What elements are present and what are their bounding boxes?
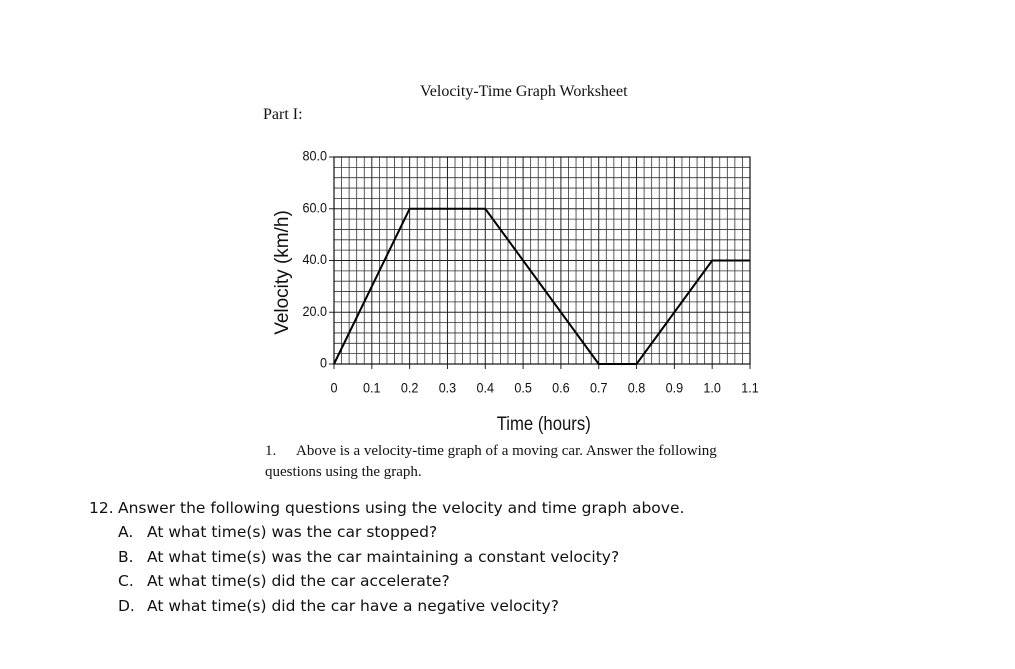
x-tick-label: 0.3 (439, 380, 457, 396)
x-tick-label: 0.6 (552, 380, 570, 396)
item-text: At what time(s) was the car stopped? (147, 523, 438, 541)
item-letter: D. (118, 596, 135, 615)
x-tick-label: 0 (330, 380, 337, 396)
item-text: At what time(s) did the car have a negat… (147, 596, 559, 615)
note-number: 1. (265, 443, 277, 459)
question-item: C. At what time(s) did the car accelerate… (118, 572, 450, 590)
x-tick-label: 0.5 (514, 380, 532, 396)
x-tick-label: 0.9 (666, 380, 684, 396)
item-text: At what time(s) did the car accelerate? (147, 572, 450, 590)
note: 1. Above is a velocity-time graph of a mo… (265, 441, 755, 483)
item-letter: A. (118, 523, 134, 541)
item-letter: B. (118, 547, 134, 566)
part-label: Part I: (263, 106, 303, 123)
question-number: 12. (89, 499, 114, 517)
velocity-line (333, 207, 750, 365)
item-letter: C. (118, 572, 134, 590)
note-text: Above is a velocity-time graph of a movi… (265, 443, 717, 480)
x-tick-label: 0.4 (477, 380, 495, 396)
x-tick-label: 0.1 (363, 380, 381, 396)
y-tick-label: 60.0 (303, 200, 327, 216)
x-tick-label: 0.8 (628, 380, 646, 396)
x-axis-label: Time (hours) (497, 413, 591, 434)
x-tick-label: 0.2 (401, 380, 419, 396)
worksheet-title: Velocity-Time Graph Worksheet (420, 83, 628, 100)
x-tick-label: 1.1 (741, 380, 759, 396)
item-text: At what time(s) was the car maintaining … (147, 547, 620, 566)
y-tick-label: 20.0 (303, 303, 327, 319)
question: 12. Answer the following questions using … (89, 499, 684, 517)
y-axis-label: Velocity (km/h) (272, 210, 293, 335)
question-item: D. At what time(s) did the car have a neg… (118, 597, 559, 615)
x-tick-label: 0.7 (590, 380, 608, 396)
y-tick-label: 80.0 (303, 148, 327, 164)
question-item: B. At what time(s) was the car maintainin… (118, 548, 619, 566)
question-item: A. At what time(s) was the car stopped? (118, 523, 437, 541)
y-tick-label: 0 (320, 355, 327, 371)
y-tick-label: 40.0 (303, 252, 327, 268)
x-tick-label: 1.0 (703, 380, 721, 396)
question-text: Answer the following questions using the… (118, 499, 685, 517)
